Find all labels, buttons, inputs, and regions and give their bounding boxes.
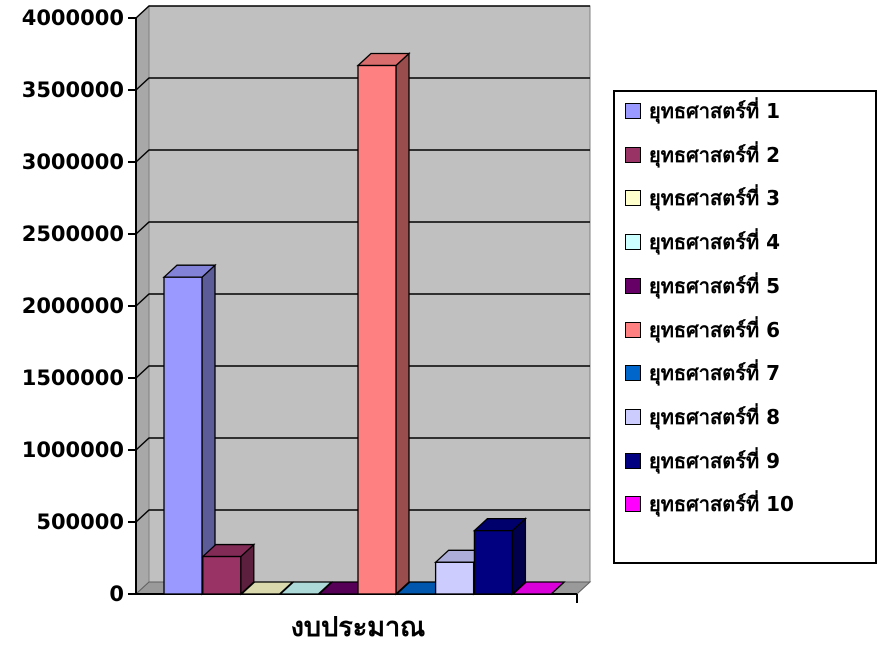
gridline [135, 5, 590, 19]
legend-item: ยุทธศาสตร์ที่ 7 [625, 358, 780, 388]
y-tick-label: 2000000 [22, 294, 124, 318]
legend-swatch [625, 408, 641, 425]
y-tick-label: 4000000 [22, 6, 124, 30]
gridline [135, 509, 590, 523]
gridline [135, 149, 590, 163]
gridline [135, 77, 590, 91]
bar [472, 517, 528, 596]
legend-swatch [625, 146, 641, 163]
bar-side [395, 52, 410, 596]
x-axis-label: งบประมาณ [291, 612, 425, 643]
bar-front [473, 529, 514, 595]
legend-label: ยุทธศาสตร์ที่ 7 [649, 361, 781, 386]
legend-item: ยุทธศาสตร์ที่ 1 [625, 96, 780, 126]
gridline [135, 365, 590, 379]
y-tick-label: 2500000 [22, 222, 124, 246]
gridline [135, 437, 590, 451]
legend-label: ยุทธศาสตร์ที่ 5 [649, 273, 781, 298]
legend-swatch [625, 321, 641, 338]
legend-label: ยุทธศาสตร์ที่ 10 [649, 492, 794, 517]
bar [356, 52, 411, 596]
legend-swatch [625, 103, 641, 119]
legend-label: ยุทธศาสตร์ที่ 6 [649, 317, 781, 342]
legend-swatch [625, 365, 641, 382]
gridlines [135, 5, 590, 523]
legend-item: ยุทธศาสตร์ที่ 4 [625, 227, 780, 257]
bar-front [163, 276, 203, 595]
bar-side [511, 517, 527, 596]
y-tick-labels: 0 500000 1000000 1500000 2000000 2500000 30000… [22, 6, 124, 606]
legend-label: ยุทธศาสตร์ที่ 2 [649, 142, 781, 167]
legend-swatch [625, 234, 641, 251]
legend-label: ยุทธศาสตร์ที่ 8 [649, 404, 781, 429]
bar [511, 581, 566, 595]
legend-item: ยุทธศาสตร์ที่ 8 [625, 402, 780, 432]
legend: ยุทธศาสตร์ที่ 1 ยุทธศาสตร์ที่ 2 ยุทธศาสตร์… [613, 90, 877, 564]
legend-item: ยุทธศาสตร์ที่ 6 [625, 315, 780, 345]
y-tick-label: 1000000 [22, 438, 124, 462]
legend-swatch [625, 190, 641, 207]
legend-swatch [625, 277, 641, 294]
legend-label: ยุทธศาสตร์ที่ 9 [649, 448, 781, 473]
legend-item: ยุทธศาสตร์ที่ 5 [625, 271, 780, 301]
legend-label: ยุทธศาสตร์ที่ 3 [649, 186, 781, 211]
y-tick-label: 3500000 [22, 78, 124, 102]
legend-item: ยุทธศาสตร์ที่ 2 [625, 140, 780, 170]
bar-front [357, 64, 397, 595]
legend-label: ยุทธศาสตร์ที่ 4 [649, 230, 781, 255]
legend-item: ยุทธศาสตร์ที่ 9 [625, 446, 780, 476]
legend-item: ยุทธศาสตร์ที่ 10 [625, 489, 794, 519]
bar-top [511, 581, 566, 595]
bar-side [201, 263, 216, 596]
bars [162, 52, 566, 596]
bar [201, 543, 256, 596]
legend-swatch [625, 496, 641, 513]
gridline [135, 221, 590, 235]
gridline [135, 293, 590, 307]
legend-item: ยุทธศาสตร์ที่ 3 [625, 183, 780, 213]
legend-label: ยุทธศาสตร์ที่ 1 [649, 99, 781, 123]
bar-front [202, 555, 242, 595]
y-tick-label: 3000000 [22, 150, 124, 174]
y-tick-label: 0 [109, 582, 124, 606]
y-tick-label: 500000 [36, 510, 124, 534]
y-tick-label: 1500000 [22, 366, 124, 390]
legend-swatch [625, 452, 641, 469]
bar [162, 263, 217, 596]
bar-front [434, 561, 475, 595]
